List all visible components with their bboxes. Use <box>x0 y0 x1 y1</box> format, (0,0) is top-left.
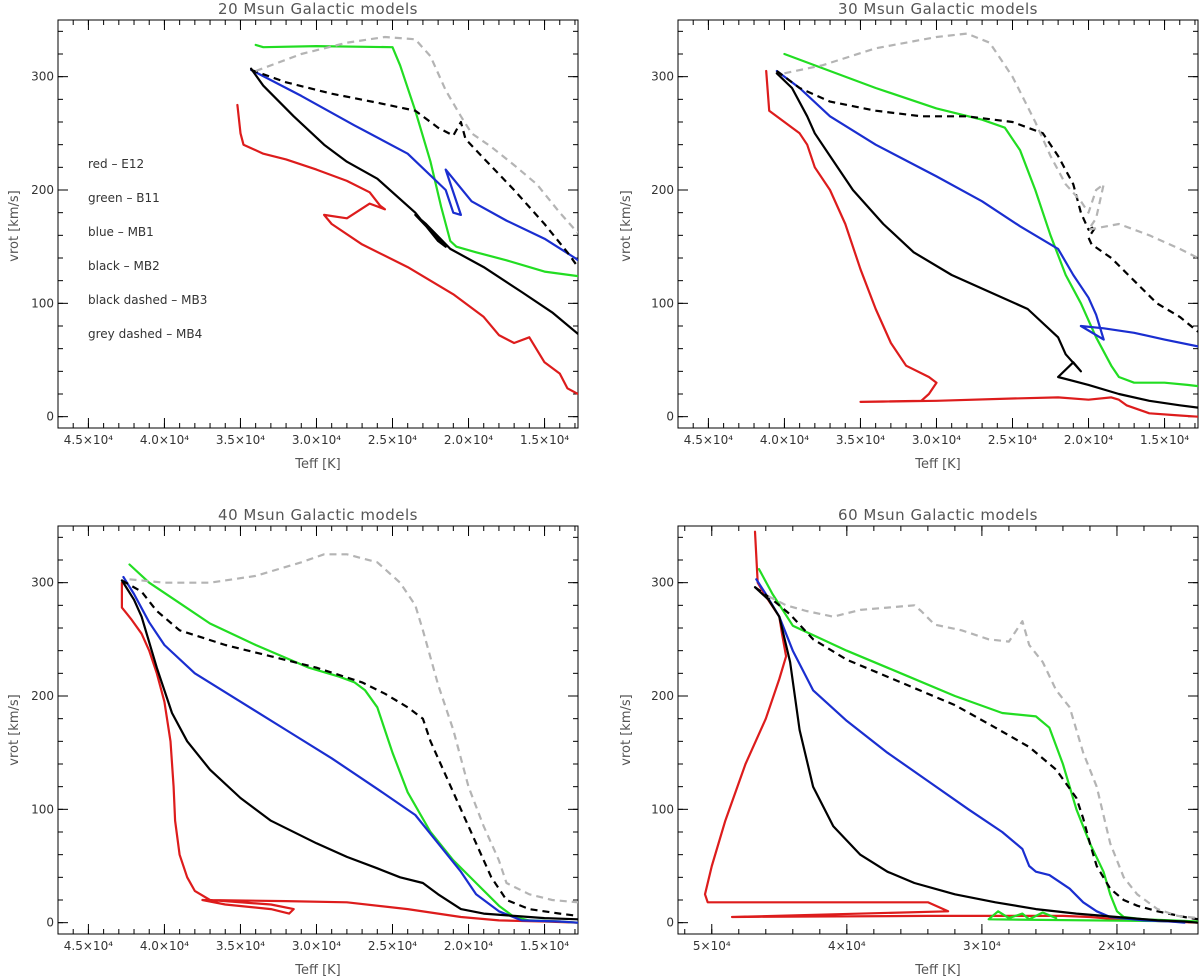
plot-frame <box>677 525 1199 935</box>
y-tick-label: 0 <box>46 916 54 930</box>
x-tick-label: 2×10⁴ <box>1098 939 1136 953</box>
x-tick-label: 4.0×10⁴ <box>140 939 189 953</box>
y-tick-label: 200 <box>31 183 54 197</box>
series-b11-line <box>128 563 578 924</box>
plot-frame <box>57 19 579 429</box>
x-tick-label: 2.5×10⁴ <box>368 939 417 953</box>
x-tick-label: 2.0×10⁴ <box>444 433 493 447</box>
panel-title: 30 Msun Galactic models <box>838 0 1038 18</box>
series-mb4-line <box>767 595 1198 920</box>
panel-title: 40 Msun Galactic models <box>218 506 418 524</box>
panel-40-msun: 40 Msun Galactic models Teff [K] vrot [k… <box>7 506 579 978</box>
x-tick-label: 4×10⁴ <box>828 939 866 953</box>
x-tick-label: 3.5×10⁴ <box>836 433 885 447</box>
series-mb2-line <box>775 72 1198 409</box>
series-b11-line <box>757 567 1198 923</box>
x-tick-label: 4.5×10⁴ <box>64 433 113 447</box>
series-mb2-line <box>120 579 578 921</box>
x-axis-label: Teff [K] <box>914 963 961 978</box>
series-group <box>236 35 578 396</box>
x-axis-label: Teff [K] <box>914 457 961 472</box>
x-tick-label: 3×10⁴ <box>963 939 1001 953</box>
y-tick-label: 300 <box>31 576 54 590</box>
y-tick-label: 200 <box>651 183 674 197</box>
series-group <box>703 530 1198 924</box>
x-tick-label: 3.5×10⁴ <box>216 939 265 953</box>
x-tick-label: 3.0×10⁴ <box>292 433 341 447</box>
series-mb2-line <box>250 67 578 335</box>
legend-entry-mb1: blue – MB1 <box>88 225 154 239</box>
y-tick-label: 300 <box>31 70 54 84</box>
x-axis-label: Teff [K] <box>294 963 341 978</box>
y-tick-label: 300 <box>651 576 674 590</box>
x-tick-label: 5×10⁴ <box>693 939 731 953</box>
y-tick-label: 0 <box>666 916 674 930</box>
series-group <box>120 553 578 924</box>
panel-title: 60 Msun Galactic models <box>838 506 1038 524</box>
x-tick-label: 2.5×10⁴ <box>368 433 417 447</box>
series-mb3-line <box>250 68 578 268</box>
x-tick-label: 2.0×10⁴ <box>1064 433 1113 447</box>
series-e12-line <box>703 530 1198 924</box>
x-tick-label: 4.0×10⁴ <box>760 433 809 447</box>
x-tick-label: 3.0×10⁴ <box>912 433 961 447</box>
x-tick-label: 1.5×10⁴ <box>1140 433 1189 447</box>
panel-20-msun: 20 Msun Galactic models Teff [K] vrot [k… <box>7 0 579 472</box>
series-e12-line <box>765 69 1198 418</box>
legend-entry-b11: green – B11 <box>88 191 160 205</box>
x-tick-label: 4.0×10⁴ <box>140 433 189 447</box>
y-axis-label: vrot [km/s] <box>619 694 634 765</box>
legend: red – E12 green – B11 blue – MB1 black –… <box>88 157 207 341</box>
series-mb4-line <box>129 553 578 904</box>
panel-title: 20 Msun Galactic models <box>218 0 418 18</box>
series-mb4-line <box>255 35 578 234</box>
legend-entry-e12: red – E12 <box>88 157 144 171</box>
panel-60-msun: 60 Msun Galactic models Teff [K] vrot [k… <box>619 506 1199 978</box>
y-axis-label: vrot [km/s] <box>7 694 22 765</box>
x-tick-label: 1.5×10⁴ <box>520 939 569 953</box>
series-b11-line <box>254 43 578 278</box>
series-mb1-line <box>775 69 1198 348</box>
series-e12-line <box>236 103 578 396</box>
y-tick-label: 100 <box>31 296 54 310</box>
series-group <box>765 32 1198 418</box>
y-tick-label: 300 <box>651 70 674 84</box>
y-tick-label: 100 <box>651 802 674 816</box>
series-mb4-line <box>784 32 1198 259</box>
legend-entry-mb2: black – MB2 <box>88 259 160 273</box>
series-mb1-line <box>250 68 578 262</box>
y-tick-label: 100 <box>651 296 674 310</box>
y-axis-label: vrot [km/s] <box>619 190 634 261</box>
series-mb3-line <box>754 586 1198 921</box>
x-tick-label: 2.5×10⁴ <box>988 433 1037 447</box>
series-mb2-line <box>753 586 1198 924</box>
series-e12-line <box>120 581 578 924</box>
x-tick-label: 3.5×10⁴ <box>216 433 265 447</box>
panel-30-msun: 30 Msun Galactic models Teff [K] vrot [k… <box>619 0 1199 472</box>
series-mb3-line <box>776 70 1198 333</box>
y-tick-label: 0 <box>46 410 54 424</box>
x-tick-label: 3.0×10⁴ <box>292 939 341 953</box>
y-axis-label: vrot [km/s] <box>7 190 22 261</box>
x-tick-label: 4.5×10⁴ <box>684 433 733 447</box>
x-tick-label: 4.5×10⁴ <box>64 939 113 953</box>
series-mb1-line <box>755 578 1186 924</box>
series-b11-line <box>783 52 1198 388</box>
plot-frame <box>677 19 1199 429</box>
y-tick-label: 200 <box>31 689 54 703</box>
x-axis-label: Teff [K] <box>294 457 341 472</box>
plot-frame <box>57 525 579 935</box>
series-mb3-line <box>121 579 578 917</box>
y-tick-label: 100 <box>31 802 54 816</box>
x-tick-label: 1.5×10⁴ <box>520 433 569 447</box>
legend-entry-mb4: grey dashed – MB4 <box>88 327 202 341</box>
y-tick-label: 200 <box>651 689 674 703</box>
series-mb1-line <box>122 575 578 924</box>
x-tick-label: 2.0×10⁴ <box>444 939 493 953</box>
y-tick-label: 0 <box>666 410 674 424</box>
legend-entry-mb3: black dashed – MB3 <box>88 293 207 307</box>
